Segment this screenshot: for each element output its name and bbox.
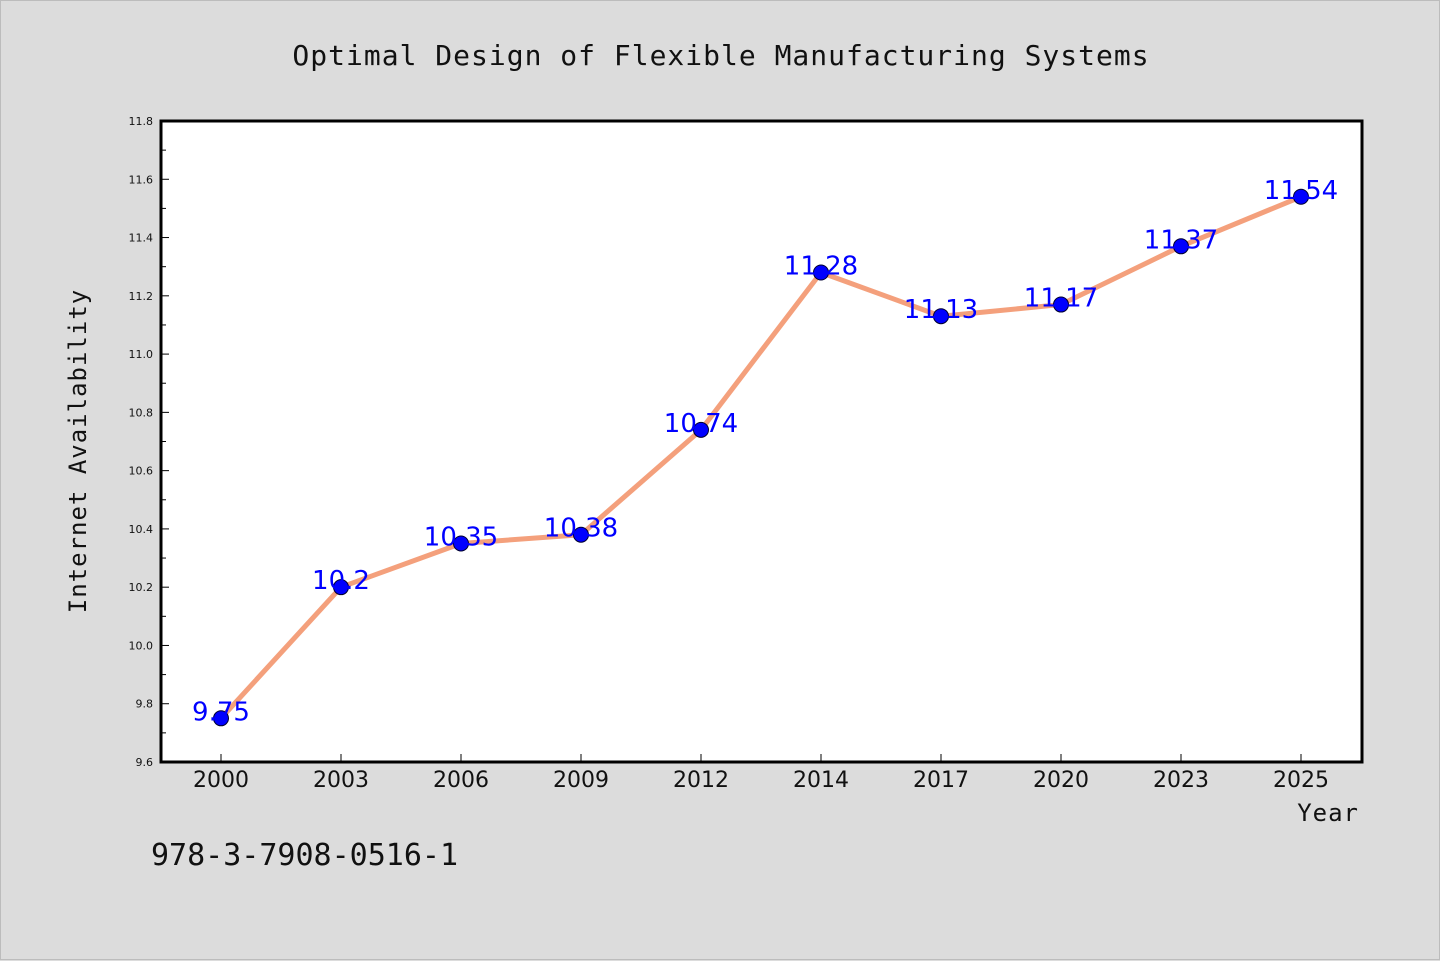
data-point: [333, 579, 349, 596]
y-tick-label: 10.8: [129, 406, 154, 419]
data-point: [573, 526, 589, 543]
plot-area: [161, 121, 1362, 762]
data-point: [813, 264, 829, 281]
y-tick-label: 10.0: [129, 639, 154, 652]
data-label: 10.2: [312, 566, 370, 596]
data-label: 11.28: [784, 252, 858, 282]
y-tick-label: 11.6: [129, 173, 154, 186]
y-axis: 9.6 9.8 10.0 10.2 10.4 10.6 10.8 11.0 11.2 11.4 11…: [129, 115, 169, 769]
data-label: 11.37: [1144, 225, 1218, 255]
data-point: [1053, 296, 1069, 313]
x-axis: 2000 2003 2006 2009 2012 2014 2017 2020 2023 2025: [193, 754, 1329, 793]
x-tick-label: 2017: [913, 768, 969, 793]
x-tick-label: 2020: [1033, 768, 1089, 793]
data-point: [213, 710, 229, 727]
x-tick-label: 2003: [313, 768, 369, 793]
data-label: 11.54: [1264, 176, 1338, 206]
data-point: [453, 535, 469, 552]
x-tick-label: 2023: [1153, 768, 1209, 793]
data-point: [1293, 188, 1309, 205]
y-tick-label: 10.2: [129, 581, 154, 594]
data-label: 10.74: [664, 409, 738, 439]
data-label: 11.13: [904, 295, 978, 325]
data-point: [1173, 238, 1189, 255]
data-labels: 9.75 10.2 10.35 10.38 10.74 11.28 11.13 11.17 11…: [192, 176, 1338, 728]
series-markers: [213, 188, 1309, 727]
y-tick-label: 10.6: [129, 465, 154, 478]
y-tick-label: 10.4: [129, 523, 154, 536]
data-point: [693, 421, 709, 438]
y-tick-label: 11.8: [129, 115, 154, 128]
data-label: 9.75: [192, 697, 250, 727]
y-tick-label: 11.0: [129, 348, 154, 361]
x-tick-label: 2012: [673, 768, 729, 793]
x-tick-label: 2000: [193, 768, 249, 793]
y-tick-label: 9.8: [136, 698, 154, 711]
y-axis-label: Internet Availability: [64, 289, 92, 613]
plot-frame: [159, 119, 1364, 764]
y-tick-label: 11.2: [129, 290, 154, 303]
series-line: [218, 194, 1304, 721]
chart-title: Optimal Design of Flexible Manufacturing…: [292, 39, 1149, 72]
x-tick-label: 2009: [553, 768, 609, 793]
y-tick-label: 9.6: [136, 756, 154, 769]
y-tick-label: 11.4: [129, 232, 154, 245]
x-tick-label: 2025: [1273, 768, 1329, 793]
isbn-footer: 978-3-7908-0516-1: [151, 838, 458, 873]
data-label: 11.17: [1024, 284, 1098, 314]
data-point: [933, 308, 949, 325]
data-label: 10.35: [424, 522, 498, 552]
data-label: 10.38: [544, 514, 618, 544]
x-axis-label: Year: [1297, 799, 1359, 827]
x-tick-label: 2014: [793, 768, 849, 793]
x-tick-label: 2006: [433, 768, 489, 793]
